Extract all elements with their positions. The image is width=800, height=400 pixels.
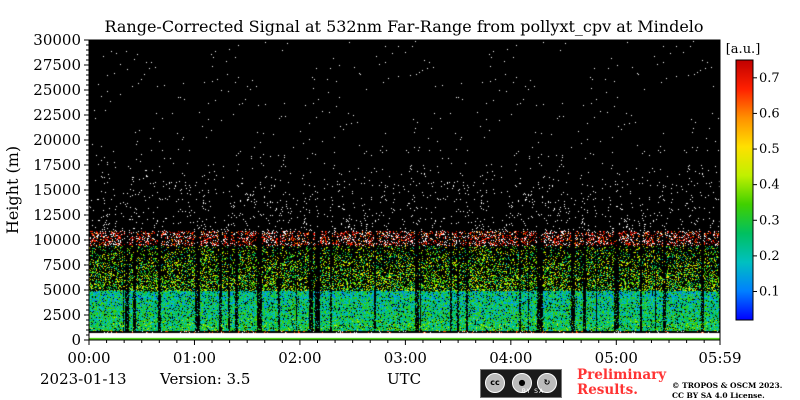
x-axis: 00:00 01:00 02:00 03:00 04:00 05:00 05:59 (67, 340, 742, 367)
y-tick-label: 15000 (33, 181, 81, 199)
y-tick-label: 25000 (33, 81, 81, 99)
chart-title: Range-Corrected Signal at 532nm Far-Rang… (104, 17, 703, 36)
y-tick-label: 30000 (33, 31, 81, 49)
colorbar-unit-label: [a.u.] (726, 42, 761, 57)
preliminary-line-2: Results. (577, 382, 638, 398)
colorbar-tick-label: 0.1 (759, 285, 780, 300)
x-tick-label: 03:00 (384, 349, 427, 367)
version-label: Version: 3.5 (159, 370, 250, 388)
y-axis-label: Height (m) (3, 146, 22, 234)
by-attribution-icon: ● (512, 373, 532, 393)
y-tick-label: 5000 (43, 281, 81, 299)
x-tick-label: 05:59 (698, 349, 741, 367)
colorbar-tick-label: 0.5 (759, 142, 780, 157)
y-tick-label: 12500 (33, 206, 81, 224)
y-tick-label: 20000 (33, 131, 81, 149)
signal-heatmap (89, 40, 720, 340)
date-label: 2023-01-13 (40, 370, 126, 388)
x-tick-label: 02:00 (278, 349, 321, 367)
x-tick-label: 04:00 (489, 349, 532, 367)
y-axis: 0 2500 5000 7500 10000 12500 15000 17500 20000 22… (33, 31, 89, 349)
copyright-notice: © TROPOS & OSCM 2023. CC BY SA 4.0 Licen… (672, 381, 782, 400)
y-tick-label: 10000 (33, 231, 81, 249)
y-tick-label: 0 (71, 331, 81, 349)
colorbar-tick-label: 0.6 (759, 106, 780, 121)
y-tick-label: 27500 (33, 56, 81, 74)
x-tick-label: 05:00 (595, 349, 638, 367)
y-tick-label: 17500 (33, 156, 81, 174)
copyright-line-2: CC BY SA 4.0 License. (672, 390, 765, 400)
cc-icon: cc (485, 373, 505, 393)
copyright-line-1: © TROPOS & OSCM 2023. (672, 381, 783, 390)
y-tick-label: 22500 (33, 106, 81, 124)
colorbar (735, 59, 754, 321)
colorbar-tick-label: 0.4 (759, 178, 780, 193)
heatmap-image (89, 40, 720, 340)
colorbar-tick-label: 0.3 (759, 213, 780, 228)
x-tick-label: 00:00 (67, 349, 110, 367)
cc-strip-label: BY SA (521, 388, 545, 395)
colorbar-tick-label: 0.2 (759, 249, 780, 264)
x-tick-label: 01:00 (173, 349, 216, 367)
colorbar-tick-label: 0.7 (759, 71, 780, 86)
x-axis-label: UTC (387, 370, 421, 388)
y-tick-label: 7500 (43, 256, 81, 274)
cc-license-badge: cc ● ↻ BY SA (480, 369, 562, 398)
y-tick-label: 2500 (43, 306, 81, 324)
share-alike-icon: ↻ (537, 373, 557, 393)
preliminary-line-1: Preliminary (577, 367, 667, 383)
colorbar-ticks: 0.1 0.2 0.3 0.4 0.5 0.6 0.7 (753, 71, 780, 300)
preliminary-results-label: Preliminary Results. (577, 368, 666, 398)
